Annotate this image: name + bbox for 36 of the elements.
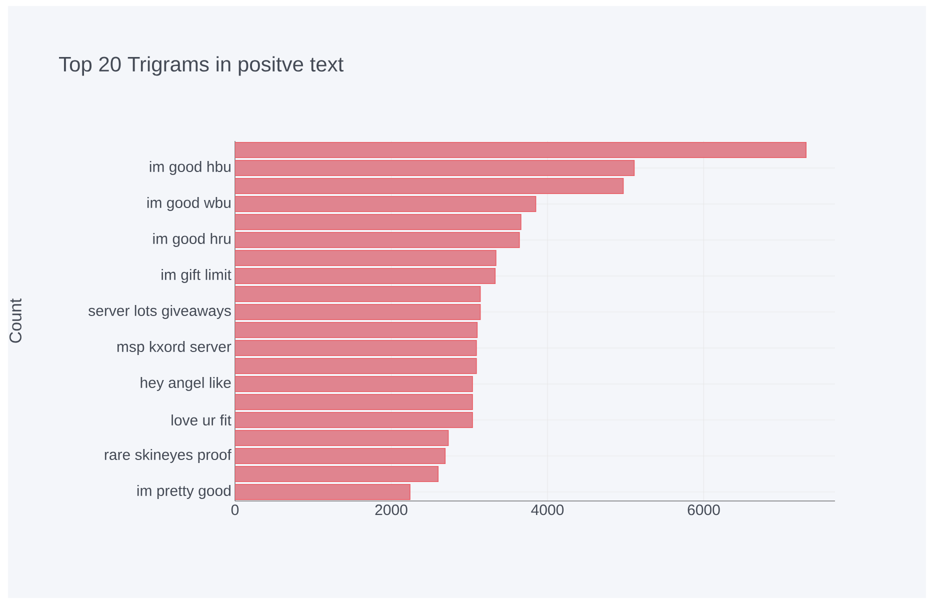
x-tick-label: 6000 [688, 504, 720, 516]
bar [235, 430, 449, 446]
bar [235, 178, 624, 194]
bar [235, 214, 522, 230]
bar [235, 340, 477, 356]
y-tick-label: hey angel like [140, 377, 231, 391]
bar [235, 268, 496, 284]
bar [235, 250, 496, 266]
bar [235, 286, 481, 302]
x-tick-label: 0 [231, 504, 239, 516]
y-tick-label: im gift limit [162, 269, 232, 283]
y-tick-label: im pretty good [137, 485, 230, 499]
y-axis-title: Count [9, 298, 22, 343]
bar [235, 142, 806, 158]
bar [235, 358, 477, 374]
bar [235, 484, 410, 500]
y-tick-label: rare skineyes proof [104, 449, 232, 463]
x-tick-label: 4000 [531, 504, 564, 516]
y-tick-label: im good hru [153, 233, 230, 247]
y-tick-label: im good hbu [150, 161, 230, 175]
bar [235, 448, 446, 464]
bar [235, 412, 473, 428]
bar [235, 394, 473, 410]
bar [235, 232, 520, 248]
y-tick-label: im good wbu [147, 197, 230, 211]
bar [235, 322, 478, 338]
bar [235, 466, 439, 482]
bar [235, 196, 536, 212]
x-tick-label: 2000 [375, 504, 408, 516]
y-tick-label: msp kxord server [117, 341, 232, 355]
chart-title: Top 20 Trigrams in positve text [59, 56, 344, 76]
bar [235, 304, 481, 320]
y-tick-label: love ur fit [172, 414, 232, 426]
bar [235, 160, 635, 176]
bar [235, 376, 473, 392]
y-tick-label: server lots giveaways [88, 305, 231, 319]
